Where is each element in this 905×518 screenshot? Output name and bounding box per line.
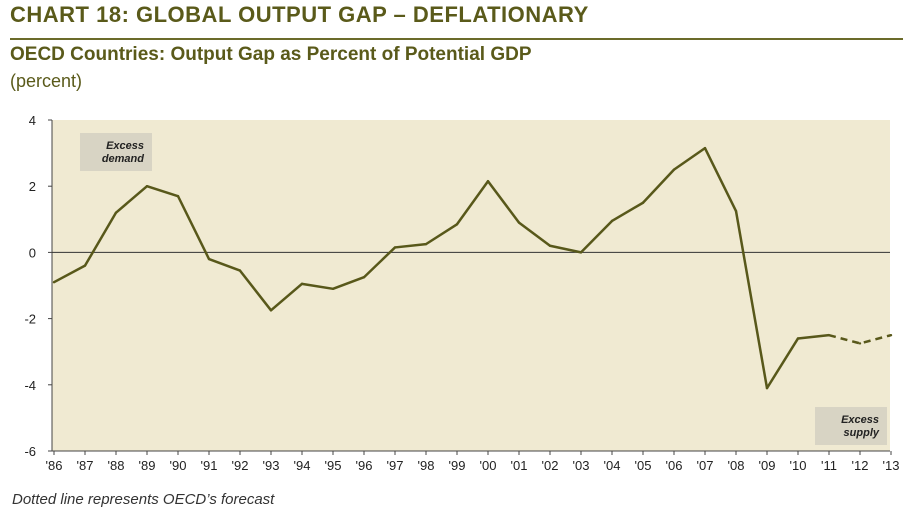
footnote: Dotted line represents OECD’s forecast bbox=[12, 491, 275, 508]
x-tick-label: '04 bbox=[604, 458, 621, 473]
x-tick-label: '97 bbox=[387, 458, 404, 473]
data-point bbox=[176, 194, 180, 198]
data-point bbox=[610, 219, 614, 223]
x-tick-label: '91 bbox=[201, 458, 218, 473]
x-tick-label: '89 bbox=[139, 458, 156, 473]
x-tick-label: '87 bbox=[77, 458, 94, 473]
series-line-forecast bbox=[828, 333, 892, 345]
x-tick-label: '95 bbox=[325, 458, 342, 473]
title-divider bbox=[10, 38, 903, 40]
plot-area bbox=[52, 120, 890, 451]
data-point bbox=[52, 280, 56, 284]
x-tick-label: '01 bbox=[511, 458, 528, 473]
chart-title: CHART 18: GLOBAL OUTPUT GAP – DEFLATIONA… bbox=[10, 2, 589, 27]
data-point bbox=[672, 168, 676, 171]
annotation-text: demand bbox=[102, 153, 144, 165]
data-point bbox=[548, 244, 552, 247]
x-tick-label: '02 bbox=[542, 458, 559, 473]
data-point bbox=[424, 242, 428, 246]
annotation-box bbox=[815, 407, 887, 445]
data-point bbox=[207, 257, 211, 261]
data-point bbox=[145, 185, 149, 188]
data-point bbox=[362, 276, 366, 279]
data-point bbox=[238, 269, 242, 272]
data-point bbox=[269, 309, 273, 312]
x-tick-label: '90 bbox=[170, 458, 187, 473]
x-tick-label: '96 bbox=[356, 458, 373, 473]
y-tick-label: -4 bbox=[24, 378, 36, 393]
series-line-actual bbox=[53, 146, 830, 390]
x-tick-label: '98 bbox=[418, 458, 435, 473]
x-tick-label: '05 bbox=[635, 458, 652, 473]
x-tick-label: '10 bbox=[790, 458, 807, 473]
data-point bbox=[889, 333, 893, 337]
annotation-text: supply bbox=[844, 427, 880, 439]
x-tick-label: '08 bbox=[728, 458, 745, 473]
data-point bbox=[486, 180, 490, 183]
x-tick-label: '07 bbox=[697, 458, 714, 473]
annotation-text: Excess bbox=[841, 414, 879, 426]
x-tick-label: '88 bbox=[108, 458, 125, 473]
data-point bbox=[858, 342, 862, 345]
y-tick-label: 2 bbox=[29, 179, 36, 194]
chart-subtitle: OECD Countries: Output Gap as Percent of… bbox=[10, 44, 532, 65]
annotation-text: Excess bbox=[106, 140, 144, 152]
data-point bbox=[579, 251, 583, 254]
x-tick-label: '09 bbox=[759, 458, 776, 473]
data-point bbox=[455, 223, 459, 226]
y-tick-label: 4 bbox=[29, 113, 36, 128]
x-tick-label: '13 bbox=[883, 458, 900, 473]
data-point bbox=[641, 201, 645, 204]
data-point bbox=[796, 337, 800, 340]
y-tick-label: -6 bbox=[24, 444, 36, 459]
data-point bbox=[331, 287, 335, 291]
data-point bbox=[827, 333, 831, 337]
data-point bbox=[703, 146, 707, 150]
data-point bbox=[517, 221, 521, 224]
x-tick-label: '12 bbox=[852, 458, 869, 473]
annotation-box bbox=[80, 133, 152, 171]
unit-label: (percent) bbox=[10, 71, 83, 91]
x-tick-label: '92 bbox=[232, 458, 249, 473]
y-tick-label: 0 bbox=[29, 245, 36, 260]
x-tick-label: '93 bbox=[263, 458, 280, 473]
data-point bbox=[734, 209, 738, 213]
x-tick-label: '86 bbox=[46, 458, 63, 473]
x-tick-label: '94 bbox=[294, 458, 311, 473]
data-point bbox=[114, 211, 118, 214]
y-tick-label: -2 bbox=[24, 312, 36, 327]
x-tick-label: '11 bbox=[821, 458, 837, 473]
data-point bbox=[83, 264, 87, 267]
x-tick-label: '00 bbox=[480, 458, 497, 473]
x-tick-label: '99 bbox=[449, 458, 466, 473]
data-point bbox=[393, 246, 397, 249]
x-tick-label: '06 bbox=[666, 458, 683, 473]
x-tick-label: '03 bbox=[573, 458, 590, 473]
data-point bbox=[300, 282, 304, 286]
data-point bbox=[765, 386, 769, 390]
